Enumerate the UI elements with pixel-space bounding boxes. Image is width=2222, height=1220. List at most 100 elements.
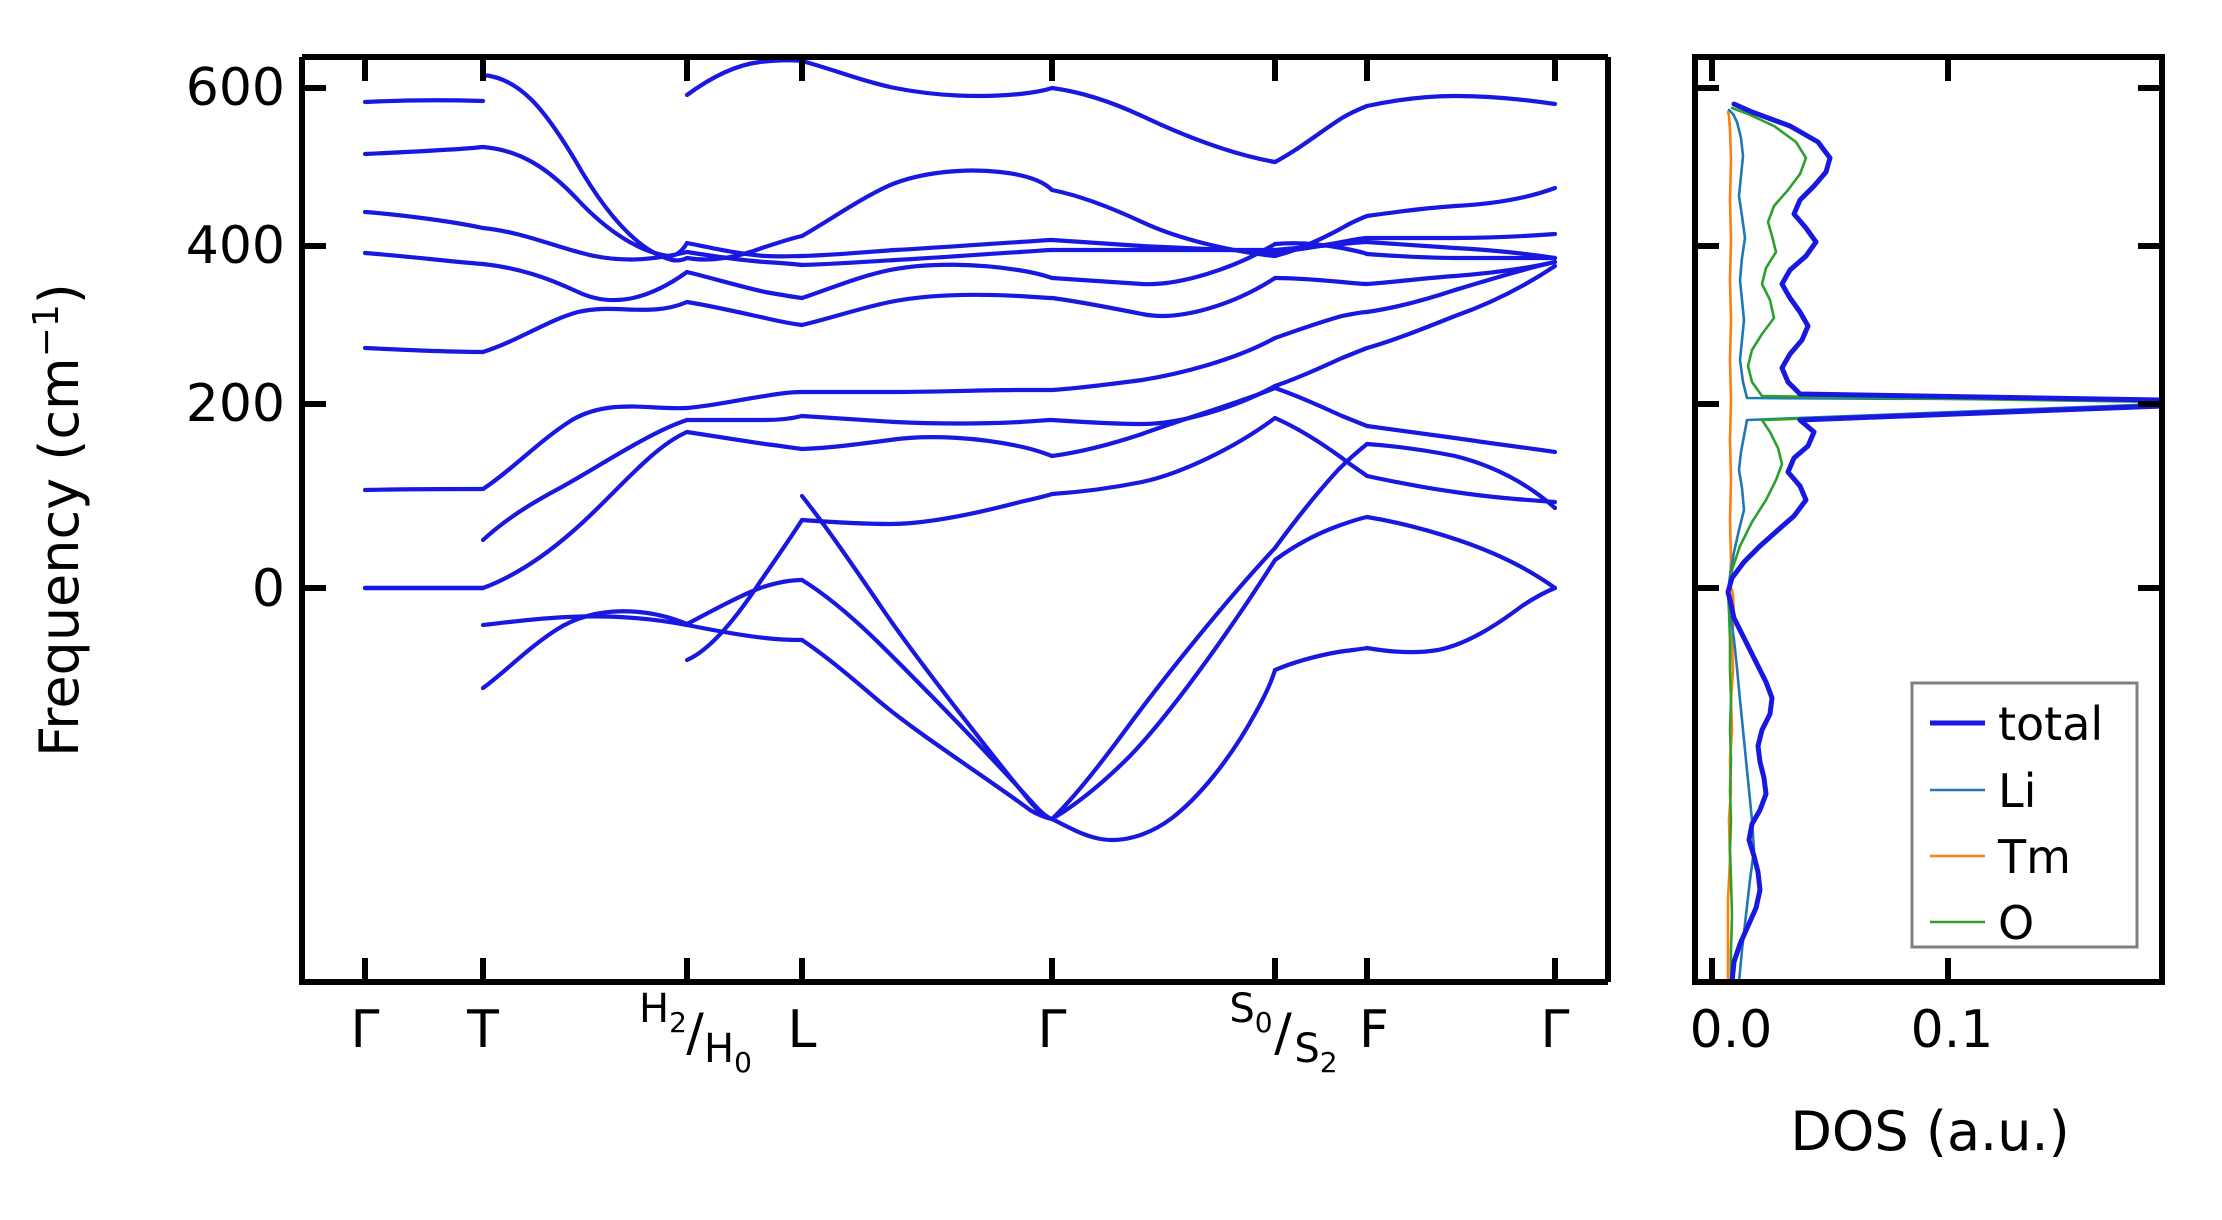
band-line bbox=[799, 168, 1055, 239]
svg-text:H2: H2 bbox=[639, 986, 687, 1039]
band-line bbox=[1272, 345, 1370, 389]
band-x-ticks bbox=[362, 57, 1558, 982]
band-line bbox=[1364, 263, 1558, 351]
band-line bbox=[362, 144, 486, 157]
band-line bbox=[1364, 473, 1558, 505]
band-axes-frame bbox=[299, 54, 1611, 985]
xtick-gamma-1: Γ bbox=[351, 1000, 380, 1060]
ytick-200: 200 bbox=[186, 374, 285, 434]
y-axis-label-text: Frequency (cm−1) bbox=[26, 283, 92, 757]
band-line bbox=[684, 389, 805, 411]
band-line bbox=[684, 622, 805, 643]
band-line bbox=[684, 269, 805, 301]
band-line bbox=[1049, 557, 1278, 822]
band-line bbox=[1272, 241, 1370, 257]
band-line bbox=[480, 417, 690, 543]
legend-item-o[interactable]: O bbox=[1930, 896, 2034, 950]
band-line bbox=[1272, 239, 1370, 253]
band-line bbox=[480, 72, 690, 263]
dos-curve-li bbox=[1726, 108, 2162, 982]
band-line bbox=[1049, 241, 1278, 287]
ytick-600: 600 bbox=[186, 58, 285, 118]
band-line bbox=[684, 413, 805, 423]
dos-x-axis-label: DOS (a.u.) bbox=[1790, 1100, 2069, 1163]
dos-ticks bbox=[1695, 57, 2162, 982]
dos-axes-frame bbox=[1692, 54, 2165, 985]
band-line bbox=[1272, 441, 1370, 551]
band-line bbox=[799, 58, 1055, 99]
band-structure-panel: 600 400 200 0 bbox=[186, 54, 1611, 1079]
dos-legend[interactable]: total Li Tm O bbox=[1910, 681, 2139, 950]
ytick-400: 400 bbox=[186, 216, 285, 276]
legend-label-total: total bbox=[1998, 697, 2103, 751]
band-line bbox=[480, 429, 690, 591]
band-line bbox=[799, 262, 1055, 301]
band-line bbox=[362, 250, 486, 267]
band-curves bbox=[362, 58, 1558, 843]
legend-item-li[interactable]: Li bbox=[1930, 764, 2036, 818]
band-line bbox=[684, 233, 805, 262]
dos-curves bbox=[1725, 101, 2162, 982]
band-line bbox=[1049, 545, 1278, 822]
band-line bbox=[480, 609, 690, 691]
band-line bbox=[362, 486, 486, 493]
band-line bbox=[480, 225, 690, 262]
xtick-L: L bbox=[788, 1000, 817, 1060]
band-line bbox=[1272, 415, 1370, 479]
band-line bbox=[362, 98, 486, 105]
band-line bbox=[1272, 514, 1370, 563]
band-line bbox=[362, 345, 486, 355]
band-y-ticklabels: 600 400 200 0 bbox=[186, 58, 285, 619]
band-line bbox=[1364, 239, 1558, 261]
band-x-ticklabels: Γ T H2 / H0 L Γ S0 / S2 F Γ bbox=[351, 986, 1570, 1079]
band-line bbox=[799, 491, 1055, 527]
band-line bbox=[362, 209, 486, 231]
band-line bbox=[799, 292, 1055, 328]
band-line bbox=[1364, 93, 1558, 109]
band-line bbox=[684, 577, 805, 627]
band-line bbox=[1272, 385, 1370, 429]
xtick-h2-h0: H2 / H0 bbox=[639, 986, 752, 1079]
legend-label-o: O bbox=[1998, 896, 2034, 950]
band-line bbox=[1049, 385, 1278, 459]
legend-label-li: Li bbox=[1998, 764, 2036, 818]
band-line bbox=[684, 240, 805, 259]
dos-xtick-1: 0.1 bbox=[1911, 1000, 1994, 1060]
xtick-T: T bbox=[466, 1000, 499, 1060]
band-line bbox=[480, 299, 690, 355]
band-line bbox=[1049, 335, 1278, 393]
band-line bbox=[1364, 514, 1558, 591]
y-axis-label: Frequency (cm−1) bbox=[26, 283, 92, 757]
band-line bbox=[799, 637, 1055, 822]
band-line bbox=[684, 429, 805, 452]
svg-text:H0: H0 bbox=[704, 1026, 752, 1079]
svg-text:S2: S2 bbox=[1294, 1026, 1337, 1079]
svg-text:/: / bbox=[686, 1003, 704, 1063]
band-line bbox=[1364, 231, 1558, 241]
band-line bbox=[480, 614, 690, 628]
band-line bbox=[1272, 645, 1370, 673]
xtick-gamma-2: Γ bbox=[1038, 1000, 1067, 1060]
ytick-0: 0 bbox=[252, 559, 285, 619]
band-line bbox=[684, 299, 805, 328]
xtick-s0-s2: S0 / S2 bbox=[1229, 986, 1337, 1079]
dos-curve-total bbox=[1725, 101, 2162, 982]
band-line bbox=[799, 387, 1055, 395]
band-line bbox=[1049, 667, 1278, 843]
band-line bbox=[1272, 275, 1370, 287]
band-line bbox=[799, 237, 1055, 259]
band-line bbox=[1049, 415, 1278, 497]
legend-item-tm[interactable]: Tm bbox=[1930, 830, 2071, 884]
band-line bbox=[1364, 259, 1558, 315]
band-line bbox=[799, 493, 1055, 822]
band-line bbox=[799, 435, 1055, 459]
band-line bbox=[1364, 585, 1558, 655]
band-line bbox=[1364, 185, 1558, 219]
band-y-ticks bbox=[302, 85, 326, 591]
band-line bbox=[480, 404, 690, 492]
dos-curve-o bbox=[1726, 106, 2162, 982]
band-line bbox=[480, 261, 690, 303]
legend-item-total[interactable]: total bbox=[1930, 697, 2103, 751]
